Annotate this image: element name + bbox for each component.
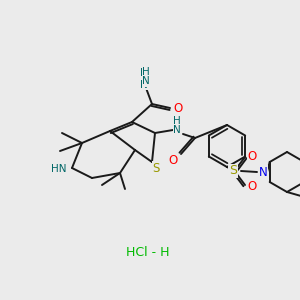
- Text: O: O: [248, 179, 256, 193]
- Text: H: H: [173, 116, 181, 126]
- Text: O: O: [173, 101, 183, 115]
- Text: HCl - H: HCl - H: [126, 245, 170, 259]
- Text: HN: HN: [50, 164, 66, 174]
- Text: N: N: [173, 125, 181, 135]
- Text: H: H: [142, 67, 150, 77]
- Text: H
N: H N: [140, 68, 148, 90]
- Text: S: S: [152, 161, 160, 175]
- Text: N: N: [142, 76, 150, 86]
- Text: S: S: [229, 164, 237, 178]
- Text: O: O: [168, 154, 178, 167]
- Text: O: O: [248, 149, 256, 163]
- Text: N: N: [259, 166, 267, 178]
